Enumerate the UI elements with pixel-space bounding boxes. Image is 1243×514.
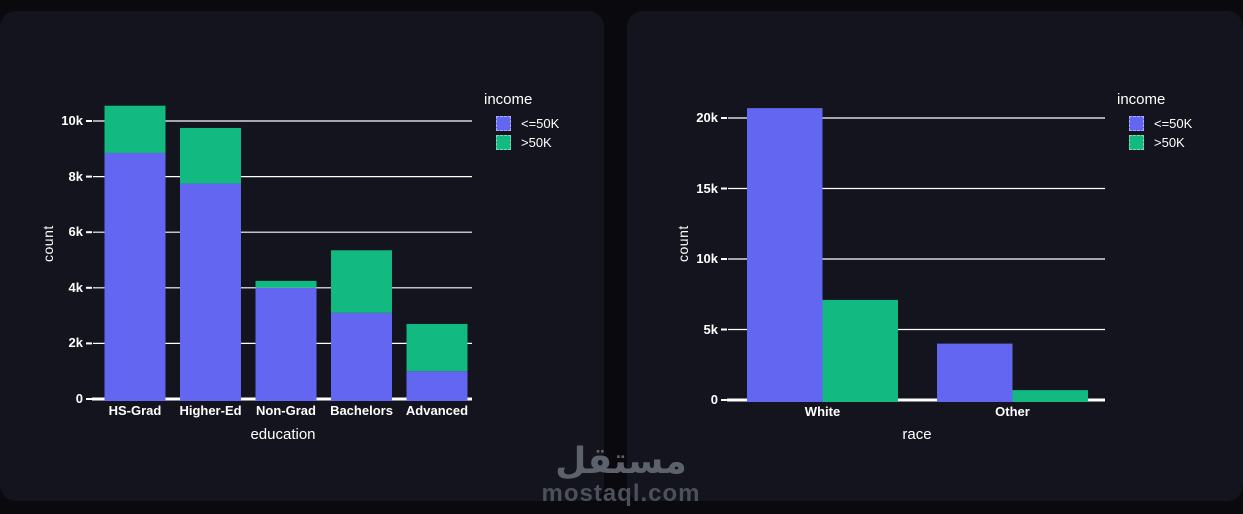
race-chart-plot: [721, 108, 1105, 402]
education-chart-plot: [86, 105, 472, 401]
bar-other-50k: [1012, 390, 1088, 402]
legend-item-le50k: <=50K: [484, 114, 559, 133]
education-chart-card: 0 2k 4k 6k 8k 10k HS-Grad Higher-Ed Non-Grad Bach…: [0, 11, 604, 501]
bar-advanced-50k: [406, 371, 468, 401]
bar-non-grad-50k: [255, 287, 317, 401]
bar-hs-grad-50k: [104, 152, 166, 401]
y-axis-title: count: [40, 225, 56, 262]
x-axis-title: race: [902, 426, 932, 443]
legend-item-gt50k: >50K: [484, 133, 559, 152]
legend-title: income: [1117, 91, 1166, 108]
bar-hs-grad-50k: [104, 105, 166, 153]
legend-item-label: >50K: [1154, 135, 1185, 150]
y-axis-title: count: [675, 225, 691, 262]
race-chart-card: 0 5k 10k 15k 20k White Other count race income…: [627, 11, 1243, 501]
gt50k-swatch-icon: [1129, 135, 1144, 150]
bar-higher-ed-50k: [180, 127, 241, 184]
bar-white-50k: [747, 108, 823, 402]
legend-item-label: >50K: [521, 135, 552, 150]
bar-other-50k: [937, 343, 1013, 402]
legend-item-label: <=50K: [1154, 116, 1193, 131]
legend: income <=50K >50K: [484, 91, 559, 152]
x-axis-title: education: [250, 426, 316, 443]
le50k-swatch-icon: [496, 116, 511, 131]
legend-item-gt50k: >50K: [1117, 133, 1192, 152]
legend: income <=50K >50K: [1117, 91, 1192, 152]
gt50k-swatch-icon: [496, 135, 511, 150]
legend-item-le50k: <=50K: [1117, 114, 1192, 133]
bar-white-50k: [822, 299, 898, 402]
bar-bachelors-50k: [331, 312, 392, 401]
bar-non-grad-50k: [255, 280, 317, 288]
legend-title: income: [484, 91, 533, 108]
bar-bachelors-50k: [331, 250, 392, 313]
bar-advanced-50k: [406, 323, 468, 372]
legend-item-label: <=50K: [521, 116, 560, 131]
le50k-swatch-icon: [1129, 116, 1144, 131]
bar-higher-ed-50k: [180, 183, 241, 401]
